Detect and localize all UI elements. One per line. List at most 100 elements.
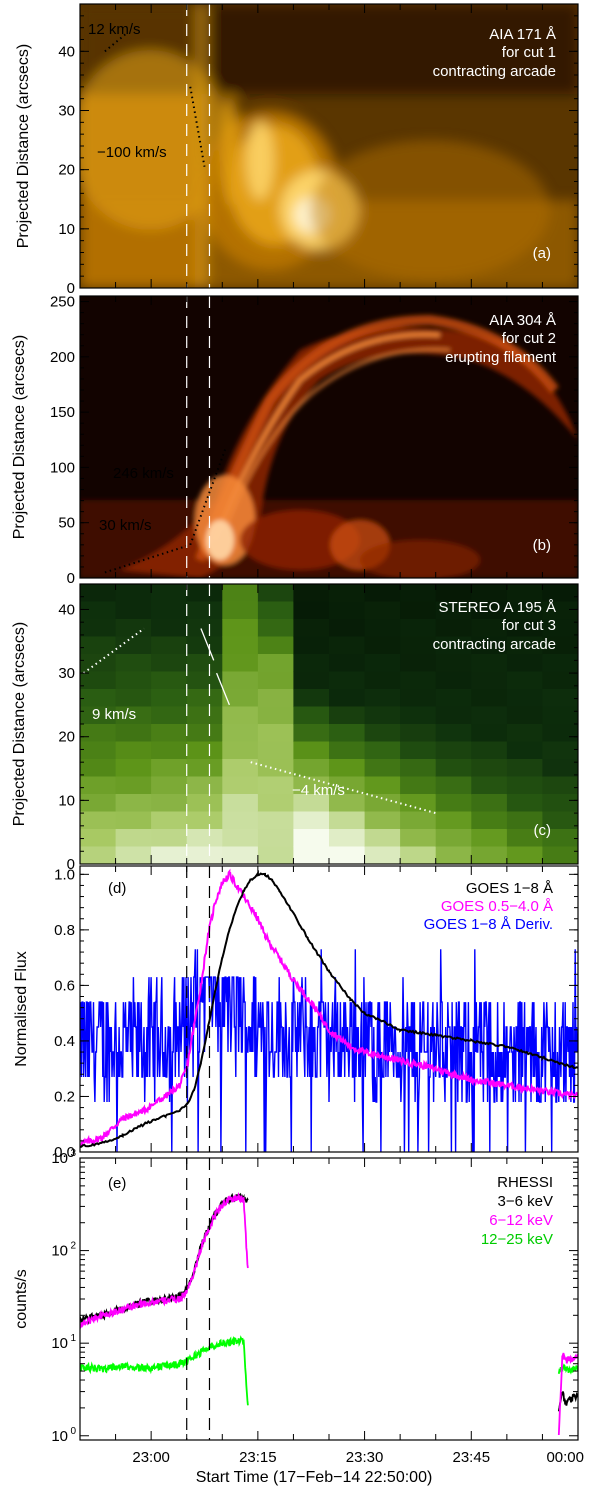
speed-fit-line	[250, 761, 436, 815]
heatmap-cell	[329, 654, 366, 673]
heatmap-cell	[400, 689, 437, 708]
heatmap-cell	[222, 741, 259, 760]
y-tick-label: 40	[58, 43, 75, 60]
heatmap-cell	[257, 811, 295, 830]
heatmap-cell	[329, 794, 366, 813]
y-tick-label: 10	[58, 221, 75, 238]
heatmap-cell	[471, 776, 508, 795]
heatmap-cell	[506, 759, 544, 778]
heatmap-cell	[435, 584, 472, 603]
panel-e-ylabel: counts/s	[13, 1269, 30, 1329]
y-tick-label: 150	[50, 404, 75, 421]
heatmap-cell	[293, 619, 330, 638]
heatmap-cell	[151, 636, 188, 655]
panel-d-label: (d)	[108, 880, 126, 897]
heatmap-cell	[222, 601, 259, 620]
heatmap-cell	[364, 671, 401, 690]
y-tick-label-exponent: 3	[70, 1148, 76, 1159]
heatmap-cell	[435, 759, 472, 778]
heatmap-cell	[80, 689, 117, 708]
heatmap-cell	[542, 601, 578, 620]
panel-c-label: (c)	[534, 822, 552, 839]
panel-c-title-line3: contracting arcade	[433, 636, 556, 653]
heatmap-cell	[222, 759, 259, 778]
heatmap-cell	[222, 619, 259, 638]
x-axis-title: Start Time (17−Feb−14 22:50:00)	[196, 1469, 433, 1486]
heatmap-cell	[222, 654, 259, 673]
heatmap-cell	[364, 846, 401, 864]
heatmap-cell	[222, 689, 259, 708]
heatmap-cell	[293, 584, 330, 603]
heatmap-cell	[506, 619, 544, 638]
heatmap-cell	[471, 829, 508, 848]
y-tick-label-exponent: 0	[70, 1426, 76, 1437]
legend-rhessi-title: RHESSI	[497, 1174, 553, 1191]
heatmap-cell	[542, 724, 578, 743]
y-tick-label: 0.0	[54, 1144, 75, 1161]
heatmap-cell	[186, 636, 223, 655]
heatmap-cell	[400, 706, 437, 725]
heatmap-cell	[364, 636, 401, 655]
heatmap-cell	[151, 724, 188, 743]
heatmap-cell	[506, 689, 544, 708]
heatmap-cell	[151, 671, 188, 690]
panel-a-speed-label-1: 12 km/s	[88, 21, 141, 38]
x-tick-label: 00:00	[546, 1449, 584, 1466]
heatmap-cell	[257, 724, 295, 743]
heatmap-cell	[222, 636, 259, 655]
heatmap-cell	[364, 794, 401, 813]
heatmap-cell	[435, 601, 472, 620]
series-goes-0.5-4.0	[80, 868, 578, 1147]
heatmap-cell	[364, 759, 401, 778]
heatmap-cell	[257, 636, 295, 655]
heatmap-cell	[542, 706, 578, 725]
heatmap-cell	[435, 846, 472, 864]
heatmap-cell	[186, 811, 223, 830]
heatmap-cell	[80, 636, 117, 655]
heatmap-cell	[400, 794, 437, 813]
heatmap-cell	[364, 654, 401, 673]
heatmap-cell	[80, 846, 117, 864]
heatmap-cell	[222, 671, 259, 690]
heatmap-cell	[435, 794, 472, 813]
panel-b-title-line2: for cut 2	[502, 330, 556, 347]
heatmap-cell	[257, 654, 295, 673]
heatmap-cell	[151, 776, 188, 795]
heatmap-cell	[151, 706, 188, 725]
y-tick-label: 0	[67, 280, 75, 297]
heatmap-cell	[471, 724, 508, 743]
heatmap-cell	[542, 671, 578, 690]
heatmap-cell	[80, 671, 117, 690]
heatmap-cell	[186, 759, 223, 778]
heatmap-cell	[400, 636, 437, 655]
heatmap-cell	[115, 846, 152, 864]
heatmap-cell	[257, 619, 295, 638]
heatmap-cell	[329, 601, 366, 620]
heatmap-cell	[222, 724, 259, 743]
legend-rhessi-6-12: 6−12 keV	[489, 1212, 553, 1229]
y-tick-label: 0.2	[54, 1088, 75, 1105]
heatmap-cell	[329, 811, 366, 830]
heatmap-cell	[115, 741, 152, 760]
panel-e-label: (e)	[108, 1175, 126, 1192]
heatmap-cell	[400, 654, 437, 673]
heatmap-cell	[542, 654, 578, 673]
heatmap-cell	[471, 689, 508, 708]
heatmap-cell	[542, 776, 578, 795]
heatmap-cell	[186, 724, 223, 743]
y-tick-label: 100	[50, 459, 75, 476]
heatmap-cell	[222, 829, 259, 848]
heatmap-cell	[257, 706, 295, 725]
heatmap-cell	[293, 829, 330, 848]
y-tick-label: 200	[50, 349, 75, 366]
heatmap-cell	[257, 759, 295, 778]
heatmap-cell	[364, 584, 401, 603]
y-tick-label: 40	[58, 601, 75, 618]
y-tick-label: 30	[58, 665, 75, 682]
heatmap-cell	[115, 829, 152, 848]
heatmap-cell	[435, 706, 472, 725]
heatmap-cell	[400, 759, 437, 778]
heatmap-cell	[435, 741, 472, 760]
y-tick-label: 0	[67, 570, 75, 587]
